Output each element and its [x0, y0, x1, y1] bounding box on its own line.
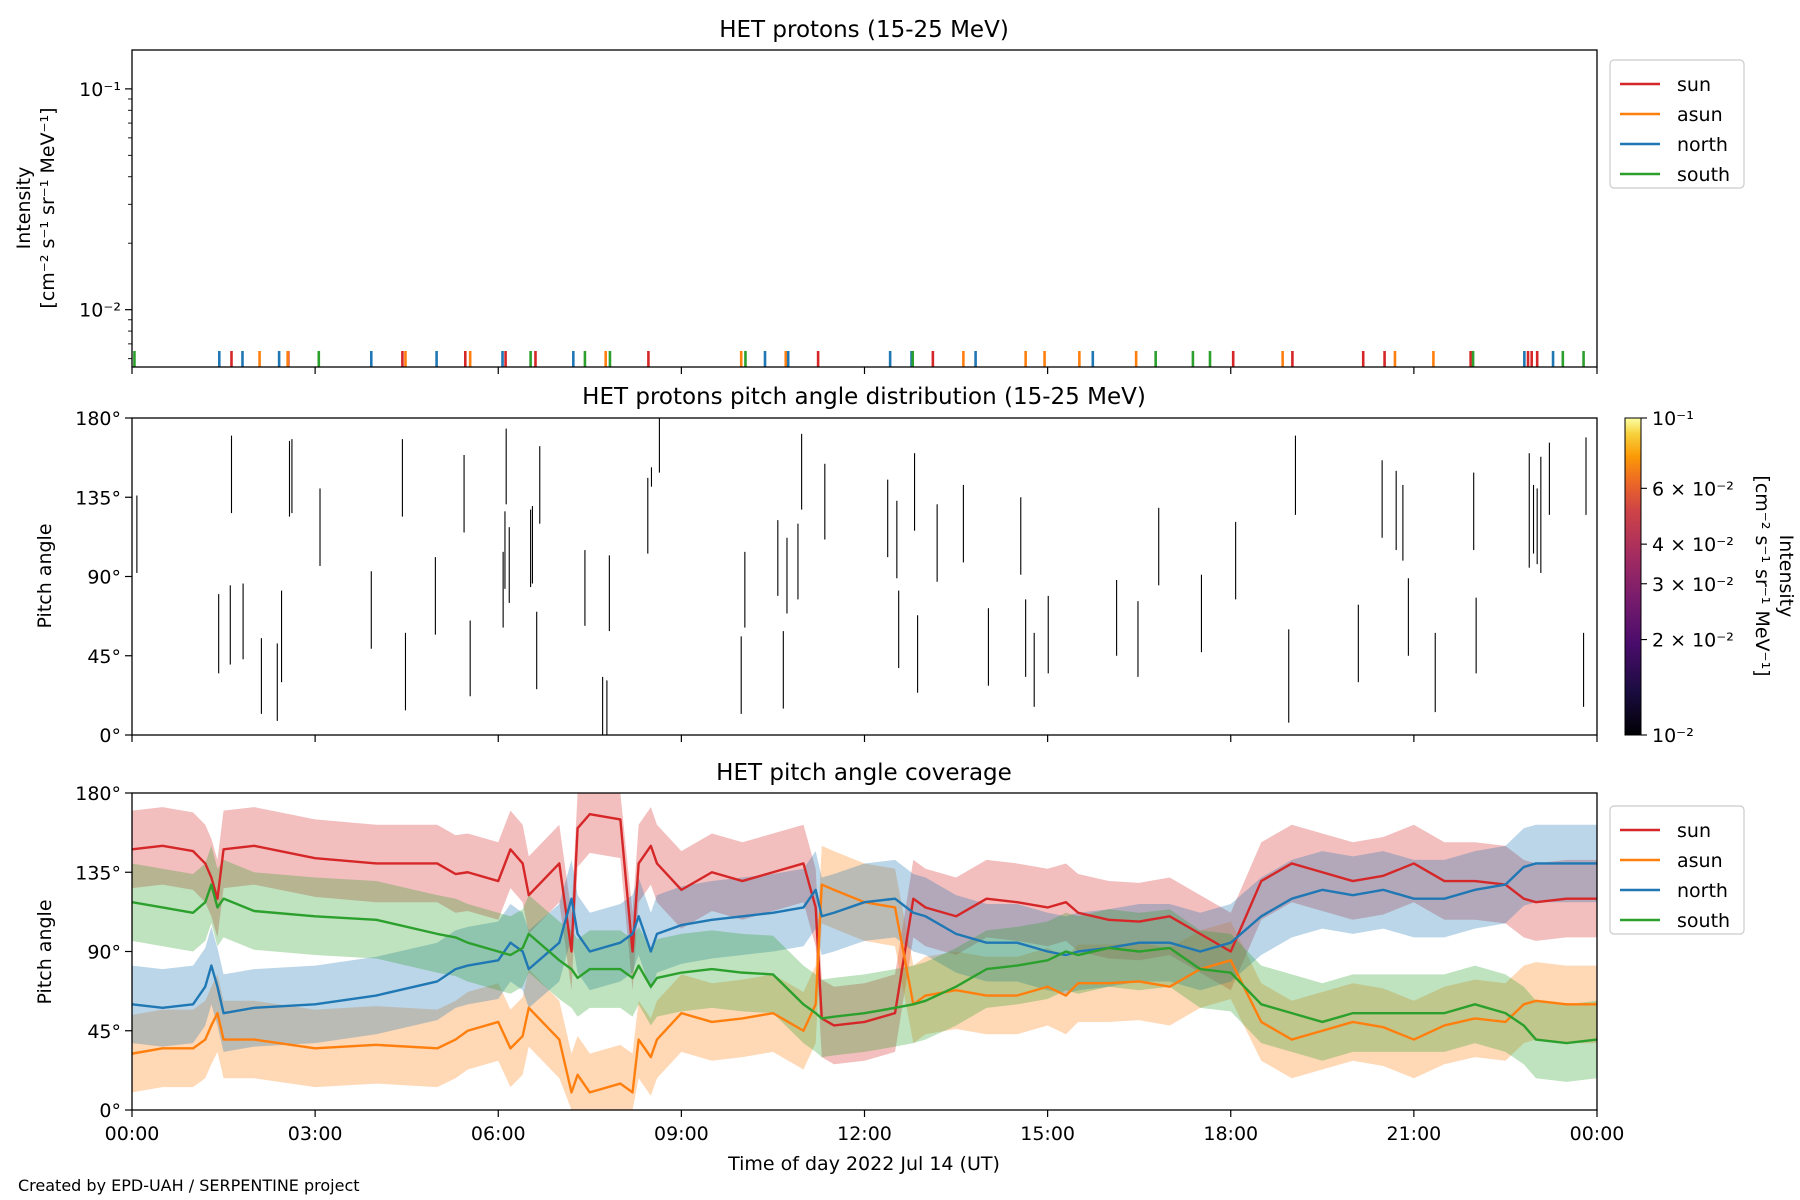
- colorbar-tick-label-5: 10⁻²: [1652, 725, 1694, 747]
- panel-3-legend-label-asun: asun: [1677, 850, 1723, 872]
- colorbar-tick-label-4: 2 × 10⁻²: [1652, 630, 1734, 652]
- panel-3-y-tick-label-2: 90°: [87, 942, 121, 964]
- panel-3-lines: [132, 812, 1597, 1094]
- panel-3-x-ticks: 00:00 03:00 06:00 09:00 12:00 15:00 18:00 21:00…: [105, 1110, 1625, 1145]
- x-tick-label-6: 18:00: [1203, 1123, 1258, 1145]
- panel-2-y-tick-label-0: 180°: [75, 408, 121, 430]
- panel-3-legend-label-south: south: [1677, 910, 1730, 932]
- panel-1-legend-label-south: south: [1677, 164, 1730, 186]
- band-south: [132, 845, 1597, 1082]
- panel-1-marks: [133, 351, 1585, 367]
- panel-1-y-label: Intensity [cm⁻² s⁻¹ sr⁻¹ MeV⁻¹]: [13, 107, 59, 308]
- band-north: [132, 824, 1597, 1052]
- line-sun: [132, 812, 1597, 1027]
- x-tick-label-5: 15:00: [1020, 1123, 1075, 1145]
- x-tick-label-3: 09:00: [654, 1123, 709, 1145]
- panel-1-legend: sun asun north south: [1609, 59, 1745, 189]
- panel-3-frame: [131, 792, 1598, 1111]
- line-asun: [132, 883, 1597, 1094]
- colorbar-label-line-2: [cm⁻² s⁻¹ sr⁻¹ MeV⁻¹]: [1751, 475, 1773, 676]
- band-sun: [132, 793, 1597, 1065]
- panel-3-legend-label-sun: sun: [1677, 820, 1711, 842]
- panel-1-legend-box: [1609, 59, 1745, 189]
- panel-1-legend-label-sun: sun: [1677, 74, 1711, 96]
- colorbar-tick-label-2: 4 × 10⁻²: [1652, 534, 1734, 556]
- colorbar-ticks: 10⁻¹ 6 × 10⁻² 4 × 10⁻² 3 × 10⁻² 2 × 10⁻² 10⁻²: [1641, 408, 1734, 747]
- panel-2-x-ticks: [131, 735, 1598, 742]
- colorbar-tick-label-1: 6 × 10⁻²: [1652, 478, 1734, 500]
- panel-1-frame: [131, 49, 1598, 368]
- colorbar: [1624, 417, 1642, 736]
- panel-2-marks: [136, 418, 1587, 735]
- panel-3-y-tick-label-0: 180°: [75, 783, 121, 805]
- x-tick-label-8: 00:00: [1570, 1123, 1625, 1145]
- panel-2-y-ticks: 180° 135° 90° 45° 0°: [75, 408, 132, 747]
- panel-3-legend-label-north: north: [1677, 880, 1728, 902]
- panel-3-legend-box: [1609, 805, 1745, 935]
- panel-1-y-tick-label-1: 10⁻²: [79, 300, 121, 322]
- panel-1-legend-label-north: north: [1677, 134, 1728, 156]
- x-axis-label: Time of day 2022 Jul 14 (UT): [727, 1153, 1000, 1175]
- panel-2-y-tick-label-1: 135°: [75, 487, 121, 509]
- panel-3-y-label: Pitch angle: [34, 899, 56, 1004]
- panel-1-y-label-line-1: Intensity: [13, 167, 35, 250]
- x-tick-label-2: 06:00: [471, 1123, 526, 1145]
- panel-intensity: HET protons (15-25 MeV) 10⁻¹ 10⁻² Intensi…: [13, 17, 1745, 374]
- line-south: [132, 883, 1597, 1045]
- panel-1-y-label-line-2: [cm⁻² s⁻¹ sr⁻¹ MeV⁻¹]: [37, 107, 59, 308]
- panel-1-x-ticks: [131, 367, 1598, 374]
- x-tick-label-0: 00:00: [105, 1123, 160, 1145]
- panel-3-title: HET pitch angle coverage: [716, 760, 1012, 786]
- panel-pitch-angle-coverage: HET pitch angle coverage 180° 135° 90° 45° 0…: [34, 760, 1745, 1175]
- colorbar-tick-label-3: 3 × 10⁻²: [1652, 574, 1734, 596]
- x-tick-label-7: 21:00: [1386, 1123, 1441, 1145]
- panel-2-frame: [131, 417, 1598, 736]
- panel-1-y-tick-label-0: 10⁻¹: [79, 79, 121, 101]
- panel-3-y-ticks: 180° 135° 90° 45° 0°: [75, 783, 132, 1122]
- panel-2-y-label: Pitch angle: [34, 523, 56, 628]
- panel-1-legend-label-asun: asun: [1677, 104, 1723, 126]
- panel-2-y-tick-label-4: 0°: [99, 725, 121, 747]
- colorbar-label-line-1: Intensity: [1775, 535, 1797, 618]
- x-tick-label-4: 12:00: [837, 1123, 892, 1145]
- line-north: [132, 862, 1597, 1015]
- colorbar-label: Intensity [cm⁻² s⁻¹ sr⁻¹ MeV⁻¹]: [1751, 475, 1797, 676]
- panel-1-title: HET protons (15-25 MeV): [719, 17, 1009, 43]
- panel-3-bands: [132, 793, 1597, 1110]
- panel-2-y-tick-label-2: 90°: [87, 567, 121, 589]
- panel-3-legend: sun asun north south: [1609, 805, 1745, 935]
- colorbar-tick-label-0: 10⁻¹: [1652, 408, 1694, 430]
- panel-3-y-tick-label-1: 135°: [75, 862, 121, 884]
- band-asun: [132, 845, 1597, 1110]
- panel-1-y-ticks: 10⁻¹ 10⁻²: [79, 79, 132, 360]
- panel-2-title: HET protons pitch angle distribution (15…: [582, 384, 1146, 410]
- panel-3-y-tick-label-4: 0°: [99, 1100, 121, 1122]
- x-tick-label-1: 03:00: [288, 1123, 343, 1145]
- panel-2-y-tick-label-3: 45°: [87, 646, 121, 668]
- panel-pitch-angle-distribution: HET protons pitch angle distribution (15…: [34, 384, 1797, 747]
- credit-text: Created by EPD-UAH / SERPENTINE project: [18, 1176, 360, 1195]
- panel-3-y-tick-label-3: 45°: [87, 1021, 121, 1043]
